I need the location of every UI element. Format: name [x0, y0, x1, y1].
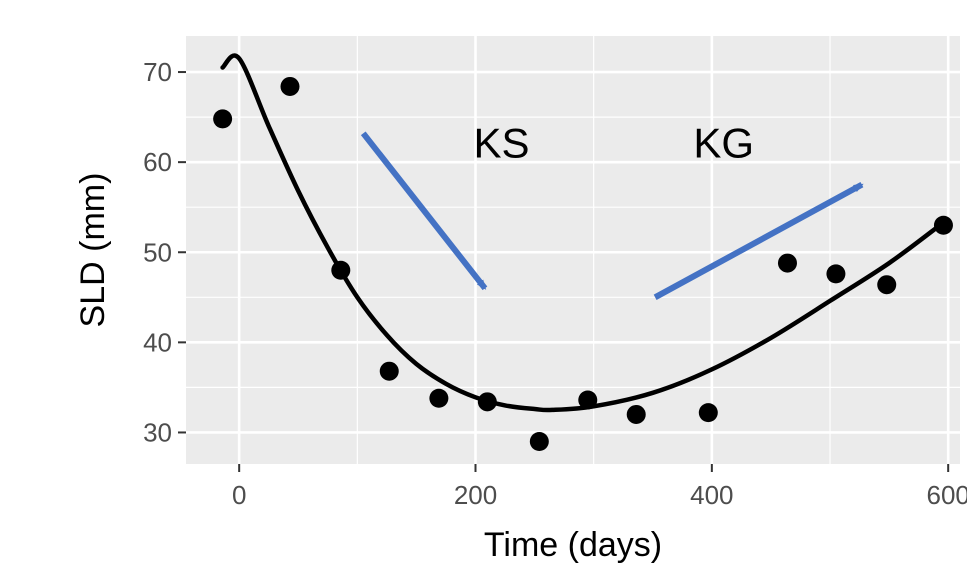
- annotation-label: KS: [473, 120, 529, 167]
- y-tick-label: 60: [143, 147, 172, 177]
- data-point: [331, 260, 351, 280]
- plot-panel: [186, 36, 960, 464]
- x-axis-ticks: [238, 464, 950, 472]
- y-tick-label: 30: [143, 417, 172, 447]
- y-axis-title: SLD (mm): [74, 173, 112, 328]
- x-axis-title: Time (days): [484, 526, 662, 564]
- x-tick-label: 600: [926, 480, 967, 510]
- annotation-label: KG: [693, 120, 754, 167]
- annotation-arrows: [360, 131, 864, 300]
- minor-gridlines: [186, 36, 960, 464]
- data-points: [213, 76, 953, 451]
- major-gridlines: [186, 36, 960, 464]
- data-point: [213, 109, 233, 129]
- data-point: [578, 390, 598, 410]
- data-point: [826, 264, 846, 284]
- data-point: [933, 215, 953, 235]
- data-point: [529, 431, 549, 451]
- x-axis-tick-labels: 0 200 400 600: [232, 480, 967, 510]
- x-tick-label: 400: [690, 480, 733, 510]
- y-axis-tick-labels: 30 40 50 60 70: [143, 57, 172, 447]
- x-tick-label: 0: [232, 480, 246, 510]
- data-point: [280, 76, 300, 96]
- annotations: KS KG: [473, 120, 754, 167]
- y-tick-label: 40: [143, 327, 172, 357]
- data-point: [379, 361, 399, 381]
- data-point: [777, 253, 797, 273]
- y-axis-ticks: [178, 71, 186, 434]
- trend-arrow: [360, 131, 488, 291]
- y-tick-label: 50: [143, 237, 172, 267]
- x-tick-label: 200: [454, 480, 497, 510]
- trend-arrow: [653, 182, 864, 300]
- data-point: [877, 275, 897, 295]
- data-point: [477, 392, 497, 412]
- y-tick-label: 70: [143, 57, 172, 87]
- data-point: [429, 388, 449, 408]
- data-point: [626, 404, 646, 424]
- data-point: [698, 403, 718, 423]
